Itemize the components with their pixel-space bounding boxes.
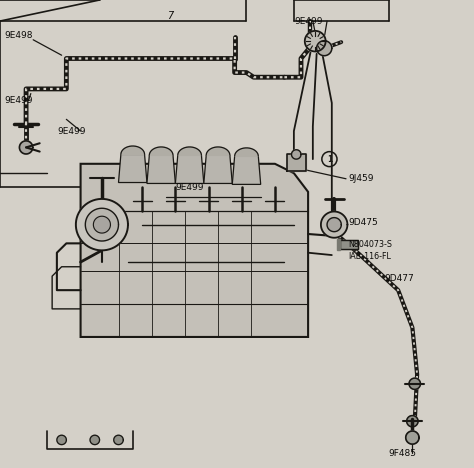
Polygon shape bbox=[175, 155, 204, 183]
Text: N804073-S: N804073-S bbox=[348, 240, 392, 249]
Text: 9E498: 9E498 bbox=[5, 30, 33, 40]
Text: 7: 7 bbox=[167, 11, 174, 22]
Text: IAB-116-FL: IAB-116-FL bbox=[348, 252, 391, 261]
Polygon shape bbox=[321, 212, 347, 238]
Polygon shape bbox=[118, 154, 147, 183]
Polygon shape bbox=[85, 208, 118, 241]
Polygon shape bbox=[93, 216, 110, 233]
Polygon shape bbox=[409, 378, 420, 389]
Polygon shape bbox=[287, 154, 306, 171]
Polygon shape bbox=[81, 164, 308, 337]
Polygon shape bbox=[407, 416, 418, 427]
Polygon shape bbox=[406, 431, 419, 444]
Text: 1: 1 bbox=[327, 154, 332, 164]
Polygon shape bbox=[317, 41, 332, 56]
Text: 9D477: 9D477 bbox=[384, 274, 414, 283]
Text: 9D475: 9D475 bbox=[348, 218, 378, 227]
Text: 9E499: 9E499 bbox=[5, 96, 33, 105]
Polygon shape bbox=[149, 147, 173, 155]
Text: 9F485: 9F485 bbox=[389, 448, 417, 458]
Polygon shape bbox=[292, 150, 301, 159]
Polygon shape bbox=[204, 155, 232, 183]
Polygon shape bbox=[114, 435, 123, 445]
Polygon shape bbox=[337, 239, 340, 250]
Polygon shape bbox=[232, 156, 261, 184]
Polygon shape bbox=[305, 31, 326, 51]
Polygon shape bbox=[178, 147, 201, 155]
Text: 9J459: 9J459 bbox=[348, 174, 374, 183]
Polygon shape bbox=[147, 155, 175, 183]
Polygon shape bbox=[19, 141, 33, 154]
Text: 9E499: 9E499 bbox=[175, 183, 204, 192]
Polygon shape bbox=[76, 199, 128, 250]
Polygon shape bbox=[327, 218, 341, 232]
Text: 9E499: 9E499 bbox=[294, 16, 322, 26]
Polygon shape bbox=[340, 240, 358, 249]
Polygon shape bbox=[57, 435, 66, 445]
Polygon shape bbox=[235, 148, 258, 156]
Polygon shape bbox=[206, 147, 230, 155]
Text: 9E499: 9E499 bbox=[57, 126, 85, 136]
Polygon shape bbox=[90, 435, 100, 445]
Polygon shape bbox=[121, 146, 145, 154]
